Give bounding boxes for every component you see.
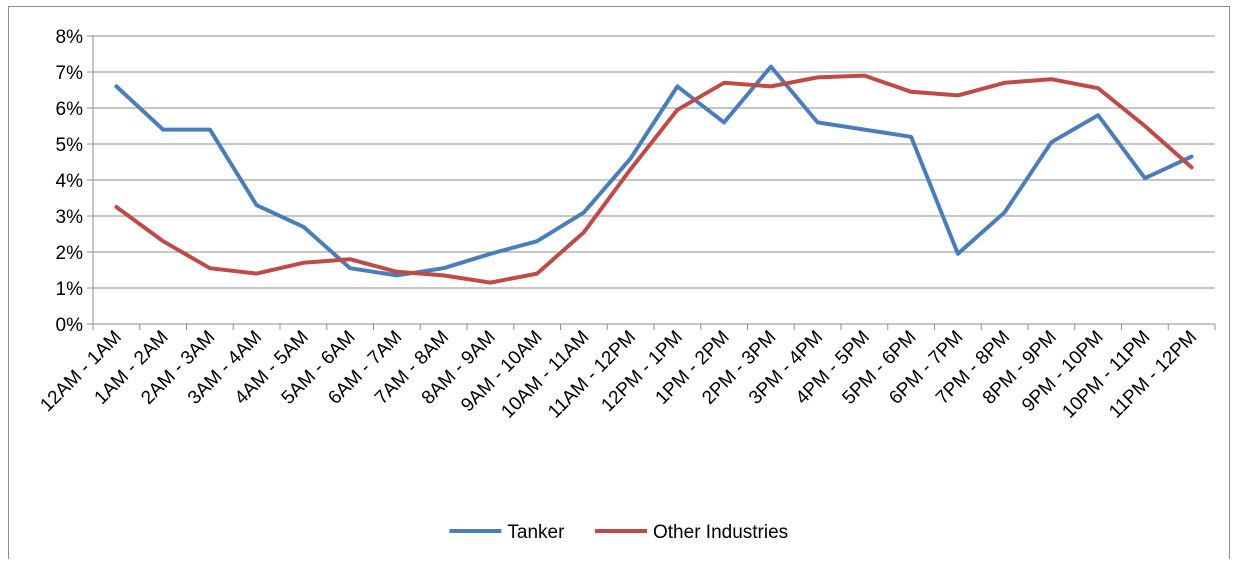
- y-tick-label: 0%: [56, 315, 84, 336]
- y-tick-label: 6%: [56, 99, 84, 120]
- legend: Tanker Other Industries: [449, 522, 788, 543]
- y-tick-labels: 0% 1% 2% 3% 4% 5% 6% 7% 8%: [56, 27, 84, 336]
- series-lines: [114, 64, 1194, 285]
- y-tick-label: 2%: [56, 243, 84, 264]
- series-line-tanker: [114, 64, 1194, 278]
- gridlines: [93, 35, 1215, 289]
- y-tick-label: 4%: [56, 171, 84, 192]
- chart-frame: [8, 6, 1230, 559]
- y-tick-label: 5%: [56, 135, 84, 156]
- axes: [87, 35, 1216, 330]
- y-tick-label: 1%: [56, 279, 84, 300]
- y-tick-label: 3%: [56, 207, 84, 228]
- y-tick-label: 8%: [56, 27, 84, 48]
- series-line-other-industries: [114, 73, 1194, 285]
- y-tick-label: 7%: [56, 63, 84, 84]
- legend-label: Other Industries: [653, 522, 788, 543]
- legend-label: Tanker: [507, 522, 565, 543]
